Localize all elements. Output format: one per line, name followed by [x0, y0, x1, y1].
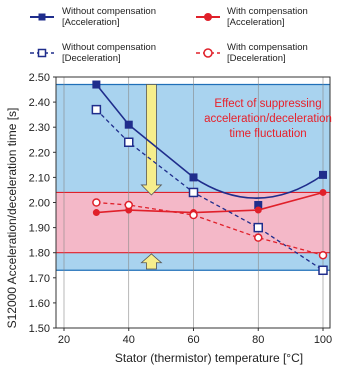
series-0-point-2: [189, 173, 198, 182]
series-3-point-0: [92, 198, 101, 207]
legend-label-without-dec-1: Without compensation: [62, 42, 156, 53]
legend-marker-without-dec: [37, 48, 47, 58]
series-0-point-3: [254, 201, 263, 210]
effect-arrows: [140, 84, 163, 270]
series-2-point-2: [188, 187, 199, 198]
annotation-line-1: Effect of suppressing: [214, 98, 321, 110]
series-1-point-4: [319, 188, 327, 196]
series-0-point-0: [92, 80, 101, 89]
series-2-point-4: [318, 265, 328, 276]
y-tick-label-9: 2.40: [29, 97, 50, 109]
annotation-line-3: time fluctuation: [229, 128, 306, 140]
y-tick-label-6: 2.10: [29, 172, 50, 184]
y-tick-label-8: 2.30: [29, 122, 50, 134]
legend-entry-with-acc: With compensation [Acceleration]: [196, 6, 308, 28]
y-tick-label-0: 1.50: [29, 323, 50, 335]
legend-marker-with-acc: [204, 13, 212, 21]
series-line-3: [96, 201, 324, 256]
legend-marker-with-dec: [203, 48, 213, 58]
annotation-line-2: acceleration/deceleration: [204, 113, 332, 125]
x-tick-label-3: 80: [252, 334, 264, 346]
legend-entry-without-acc: Without compensation [Acceleration]: [30, 6, 156, 28]
series-3-point-3: [254, 233, 263, 242]
legend-label-without-acc-2: [Acceleration]: [62, 17, 120, 28]
legend-label-with-acc-2: [Acceleration]: [227, 17, 285, 28]
y-tick-label-3: 1.80: [29, 248, 50, 260]
x-tick-label-1: 40: [123, 334, 135, 346]
legend-marker-without-acc: [38, 13, 46, 21]
legend-label-without-acc-1: Without compensation: [62, 6, 156, 17]
series-3-point-2: [189, 210, 198, 220]
legend-entry-without-dec: Without compensation [Deceleration]: [30, 42, 156, 64]
legend-label-with-acc-1: With compensation: [227, 6, 308, 17]
axis-ticks: 1.50 1.60 1.70 1.80 1.90 2.00 2.10 2.20 2.30 2.40…: [29, 72, 333, 346]
x-tick-label-4: 100: [314, 334, 332, 346]
arrow-up: [140, 253, 163, 270]
y-axis-label: S12000 Acceleration/deceleration time [s…: [5, 108, 19, 329]
series-0-point-4: [319, 170, 327, 179]
legend-entry-with-dec: With compensation [Deceleration]: [196, 42, 308, 64]
y-tick-label-10: 2.50: [29, 72, 50, 84]
series-3-point-4: [318, 250, 328, 260]
series-2-point-1: [124, 137, 134, 148]
series-1-point-0: [92, 209, 100, 217]
y-tick-label-2: 1.70: [29, 273, 50, 285]
x-tick-label-2: 60: [187, 334, 199, 346]
arrow-down: [140, 84, 163, 196]
legend: Without compensation [Acceleration] With…: [30, 6, 308, 64]
series-2-point-3: [253, 222, 263, 233]
x-tick-label-0: 20: [58, 334, 70, 346]
series-0-point-1: [124, 120, 133, 129]
series-group: [91, 80, 328, 276]
legend-label-without-dec-2: [Deceleration]: [62, 53, 121, 64]
x-axis-label: Stator (thermistor) temperature [°C]: [115, 351, 303, 365]
series-3-point-1: [124, 200, 133, 210]
y-tick-label-5: 2.00: [29, 198, 50, 210]
series-2-point-0: [91, 104, 102, 115]
y-tick-label-4: 1.90: [29, 223, 50, 235]
legend-label-with-dec-2: [Deceleration]: [227, 53, 286, 64]
y-tick-label-1: 1.60: [29, 298, 50, 310]
y-tick-label-7: 2.20: [29, 147, 50, 159]
annotation: Effect of suppressing acceleration/decel…: [204, 98, 332, 140]
legend-label-with-dec-1: With compensation: [227, 42, 308, 53]
series-1-point-3: [254, 206, 262, 214]
